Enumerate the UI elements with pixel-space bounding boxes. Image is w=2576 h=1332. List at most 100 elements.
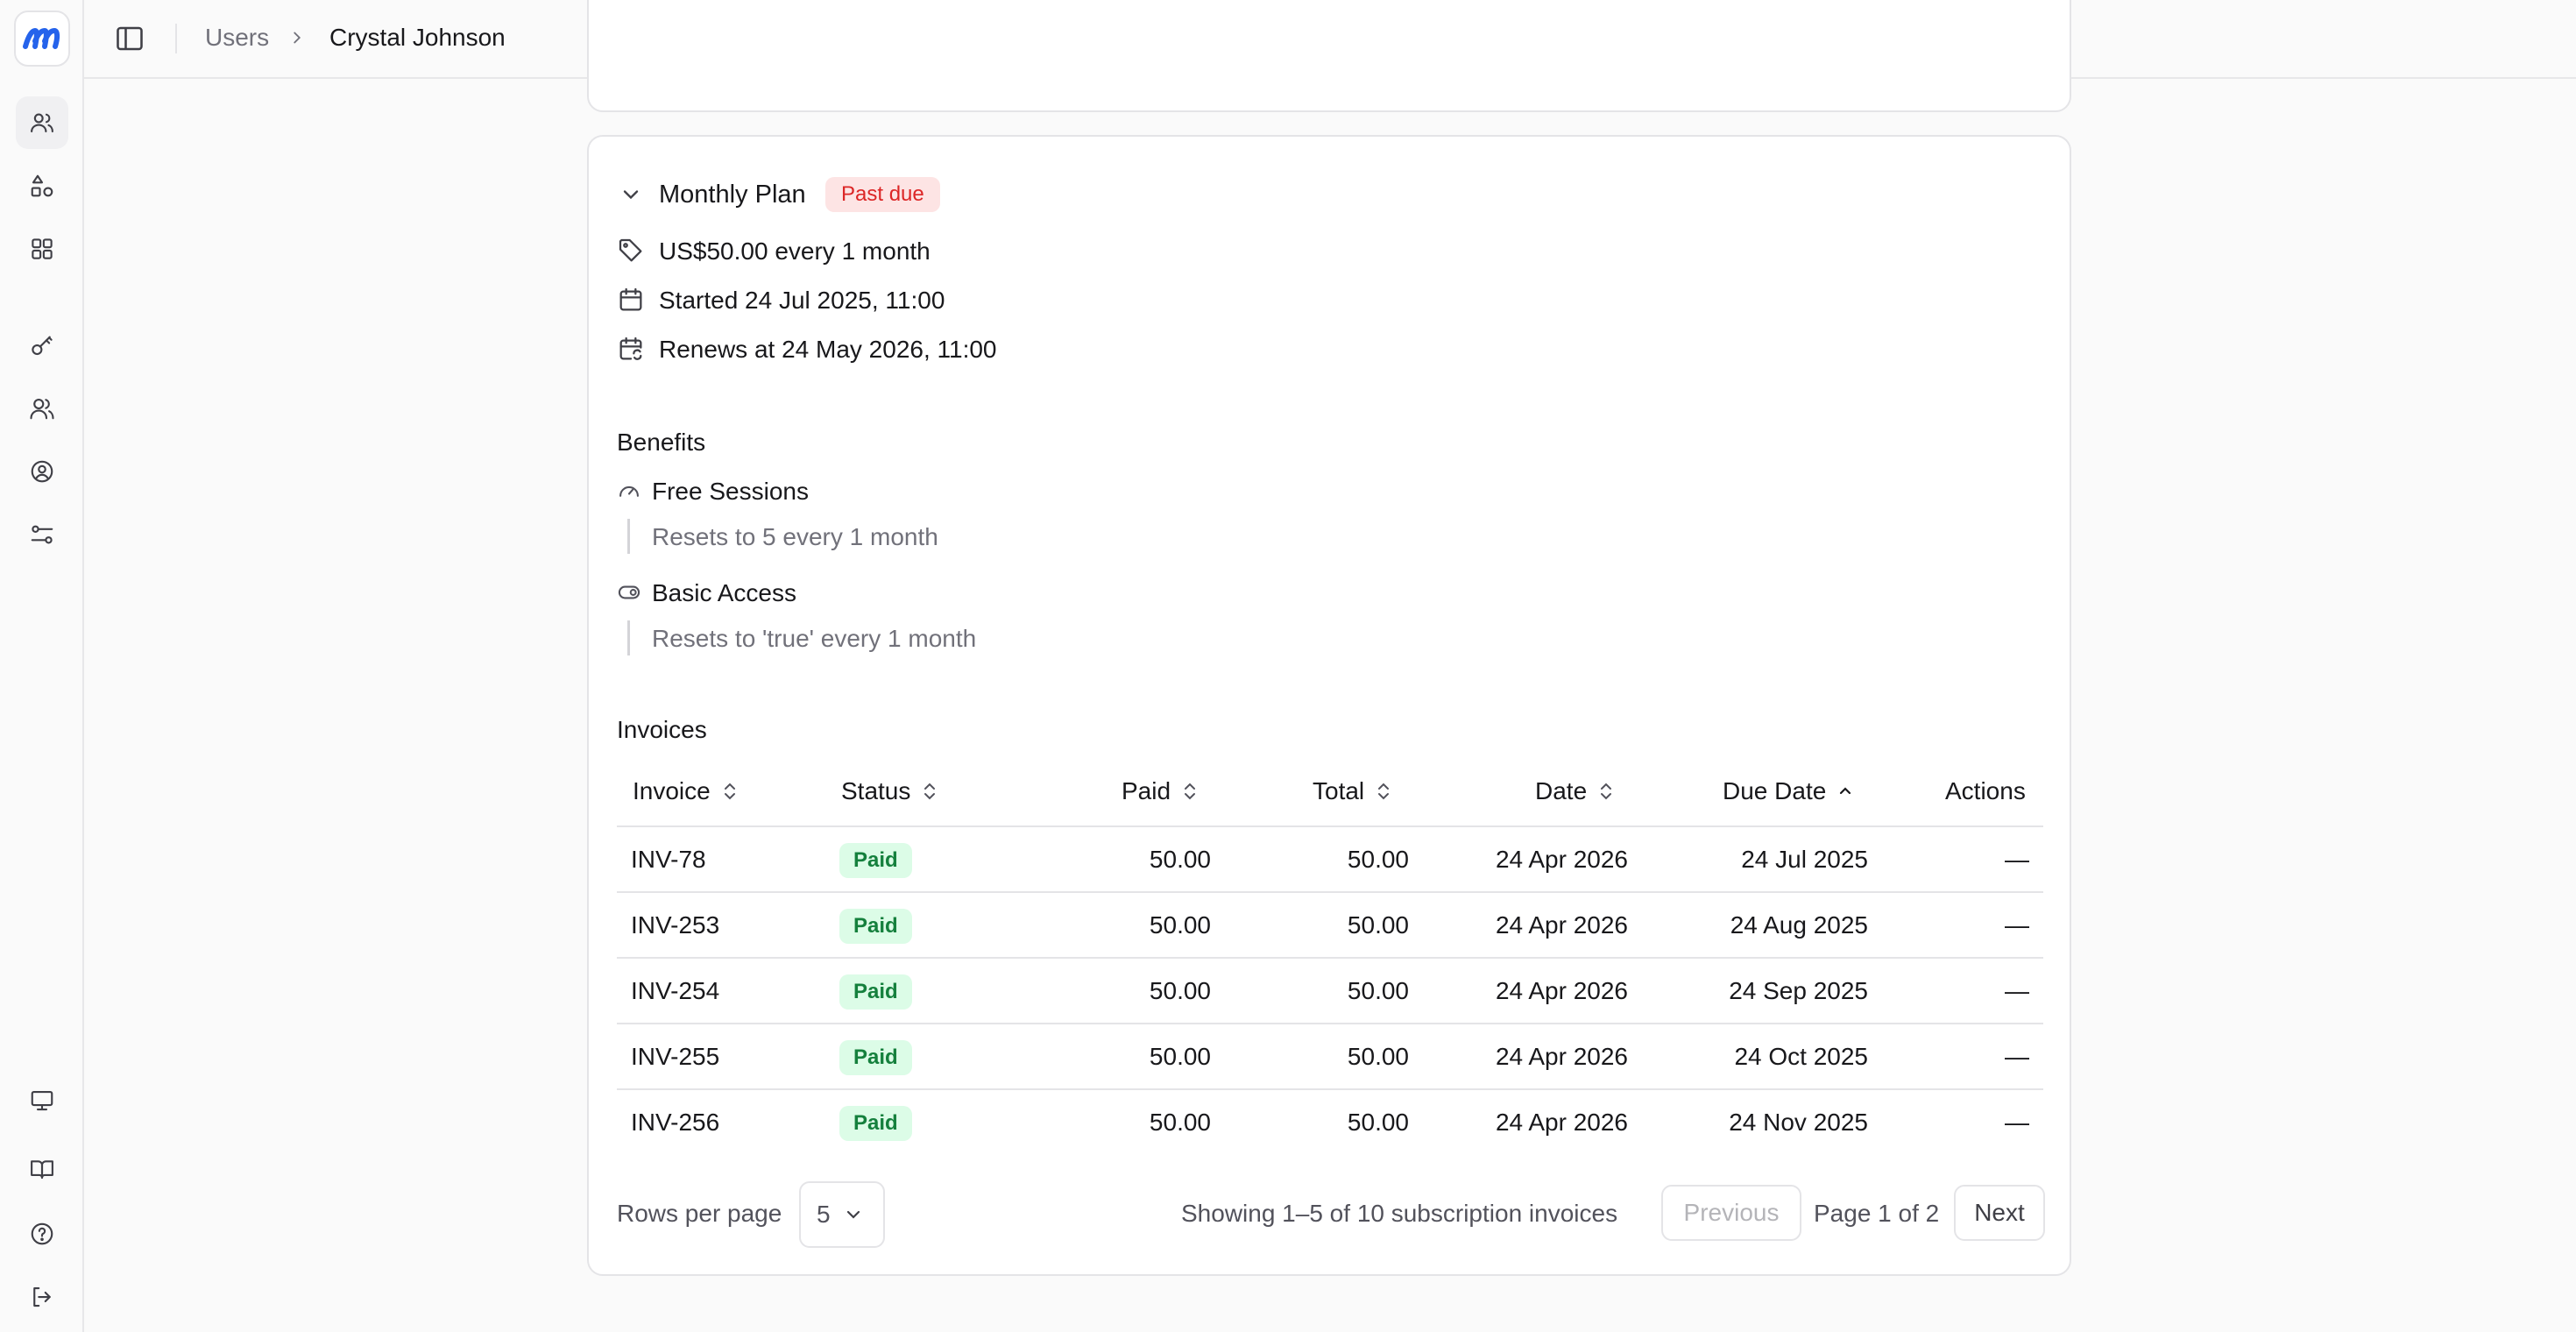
cell-total: 50.00 bbox=[1347, 911, 1409, 939]
chevron-down-icon bbox=[846, 1210, 860, 1219]
sidebar-toggle-icon[interactable] bbox=[114, 23, 145, 54]
cell-invoice[interactable]: INV-256 bbox=[631, 1109, 720, 1136]
benefits-title: Benefits bbox=[617, 429, 706, 456]
column-label: Invoice bbox=[633, 777, 711, 804]
column-paid[interactable]: Paid bbox=[1122, 776, 1200, 806]
column-total[interactable]: Total bbox=[1313, 776, 1394, 806]
paid-badge: Paid bbox=[839, 909, 912, 944]
sort-icon bbox=[1378, 783, 1390, 800]
invoices-table: Invoice Status Paid Total Date Due Date bbox=[617, 757, 2043, 1156]
status-badge: Past due bbox=[825, 177, 940, 212]
showing-count: Showing 1–5 of 10 subscription invoices bbox=[1181, 1200, 1618, 1227]
paid-badge: Paid bbox=[839, 1106, 912, 1141]
cell-invoice[interactable]: INV-78 bbox=[631, 846, 706, 873]
cell-total: 50.00 bbox=[1347, 1043, 1409, 1070]
invoices-title: Invoices bbox=[617, 716, 707, 743]
previous-button[interactable]: Previous bbox=[1661, 1185, 1801, 1241]
cell-date: 24 Apr 2026 bbox=[1495, 911, 1628, 939]
book-icon bbox=[31, 1160, 53, 1180]
column-status[interactable]: Status bbox=[841, 776, 940, 806]
plan-price: US$50.00 every 1 month bbox=[659, 237, 931, 265]
toggle-icon bbox=[618, 585, 640, 599]
cell-actions: — bbox=[2005, 1043, 2029, 1070]
benefit-desc: Resets to 5 every 1 month bbox=[652, 523, 938, 550]
nav-users[interactable] bbox=[16, 96, 68, 149]
nav-api-keys[interactable] bbox=[16, 319, 68, 372]
nav-account[interactable] bbox=[16, 445, 68, 498]
table-header: Invoice Status Paid Total Date Due Date bbox=[617, 757, 2043, 827]
benefit-desc: Resets to 'true' every 1 month bbox=[652, 625, 977, 652]
nav-logout[interactable] bbox=[16, 1271, 68, 1323]
column-actions: Actions bbox=[1945, 776, 2026, 806]
cell-due-date: 24 Aug 2025 bbox=[1730, 911, 1868, 939]
topbar-divider bbox=[175, 24, 177, 53]
cell-paid: 50.00 bbox=[1149, 1109, 1211, 1136]
column-label: Paid bbox=[1122, 777, 1171, 804]
table-row: INV-253 Paid 50.00 50.00 24 Apr 2026 24 … bbox=[617, 893, 2043, 959]
benefit-divider bbox=[627, 620, 630, 655]
logo-icon bbox=[23, 27, 60, 49]
gauge-icon bbox=[619, 485, 639, 497]
nav-customers[interactable] bbox=[16, 382, 68, 435]
cell-date: 24 Apr 2026 bbox=[1495, 1109, 1628, 1136]
next-button[interactable]: Next bbox=[1954, 1185, 2045, 1241]
previous-card bbox=[587, 0, 2071, 112]
column-date[interactable]: Date bbox=[1535, 776, 1617, 806]
column-label: Status bbox=[841, 777, 911, 804]
rows-per-page-select[interactable]: 5 bbox=[799, 1181, 885, 1248]
help-icon bbox=[31, 1222, 53, 1245]
nav-settings[interactable] bbox=[16, 508, 68, 561]
benefit-divider bbox=[627, 519, 630, 554]
cell-due-date: 24 Sep 2025 bbox=[1729, 977, 1868, 1004]
benefit-name: Free Sessions bbox=[652, 478, 809, 505]
plan-started: Started 24 Jul 2025, 11:00 bbox=[659, 287, 945, 314]
sort-icon bbox=[1601, 783, 1612, 800]
table-row: INV-255 Paid 50.00 50.00 24 Apr 2026 24 … bbox=[617, 1024, 2043, 1090]
cell-paid: 50.00 bbox=[1149, 846, 1211, 873]
paid-badge: Paid bbox=[839, 974, 912, 1010]
nav-help[interactable] bbox=[16, 1208, 68, 1260]
cell-invoice[interactable]: INV-254 bbox=[631, 977, 720, 1004]
column-due-date[interactable]: Due Date bbox=[1723, 776, 1856, 806]
cell-total: 50.00 bbox=[1347, 977, 1409, 1004]
cell-due-date: 24 Oct 2025 bbox=[1734, 1043, 1868, 1070]
cell-due-date: 24 Jul 2025 bbox=[1741, 846, 1868, 873]
cell-actions: — bbox=[2005, 1109, 2029, 1136]
chevron-down-icon[interactable] bbox=[619, 182, 643, 207]
column-label: Total bbox=[1313, 777, 1365, 804]
cell-invoice[interactable]: INV-253 bbox=[631, 911, 720, 939]
sort-ascending-icon bbox=[1840, 787, 1851, 795]
sliders-icon bbox=[31, 525, 53, 544]
sort-icon bbox=[724, 783, 735, 800]
users-icon bbox=[31, 113, 53, 133]
user-group-icon bbox=[30, 398, 54, 420]
nav-docs[interactable] bbox=[16, 1143, 68, 1195]
cell-total: 50.00 bbox=[1347, 846, 1409, 873]
column-invoice[interactable]: Invoice bbox=[633, 776, 740, 806]
app-logo[interactable] bbox=[14, 11, 70, 67]
cell-actions: — bbox=[2005, 977, 2029, 1004]
plan-renews: Renews at 24 May 2026, 11:00 bbox=[659, 336, 997, 363]
table-row: INV-256 Paid 50.00 50.00 24 Apr 2026 24 … bbox=[617, 1090, 2043, 1156]
sidebar bbox=[0, 0, 84, 1332]
cell-paid: 50.00 bbox=[1149, 911, 1211, 939]
rows-per-page-label: Rows per page bbox=[617, 1200, 782, 1227]
breadcrumb-users[interactable]: Users bbox=[205, 24, 270, 51]
table-row: INV-254 Paid 50.00 50.00 24 Apr 2026 24 … bbox=[617, 959, 2043, 1024]
cell-total: 50.00 bbox=[1347, 1109, 1409, 1136]
cell-date: 24 Apr 2026 bbox=[1495, 846, 1628, 873]
cell-actions: — bbox=[2005, 846, 2029, 873]
breadcrumb-current: Crystal Johnson bbox=[329, 24, 506, 51]
key-icon bbox=[32, 336, 53, 356]
cell-date: 24 Apr 2026 bbox=[1495, 1043, 1628, 1070]
column-label: Actions bbox=[1945, 777, 2026, 804]
rows-per-page-value: 5 bbox=[817, 1201, 831, 1228]
nav-dashboard[interactable] bbox=[16, 223, 68, 275]
monitor-icon bbox=[31, 1090, 53, 1111]
subscription-card: Monthly Plan Past due US$50.00 every 1 m… bbox=[587, 135, 2071, 1276]
nav-display[interactable] bbox=[16, 1074, 68, 1127]
column-label: Due Date bbox=[1723, 777, 1827, 804]
cell-paid: 50.00 bbox=[1149, 1043, 1211, 1070]
nav-products[interactable] bbox=[16, 159, 68, 212]
cell-invoice[interactable]: INV-255 bbox=[631, 1043, 720, 1070]
